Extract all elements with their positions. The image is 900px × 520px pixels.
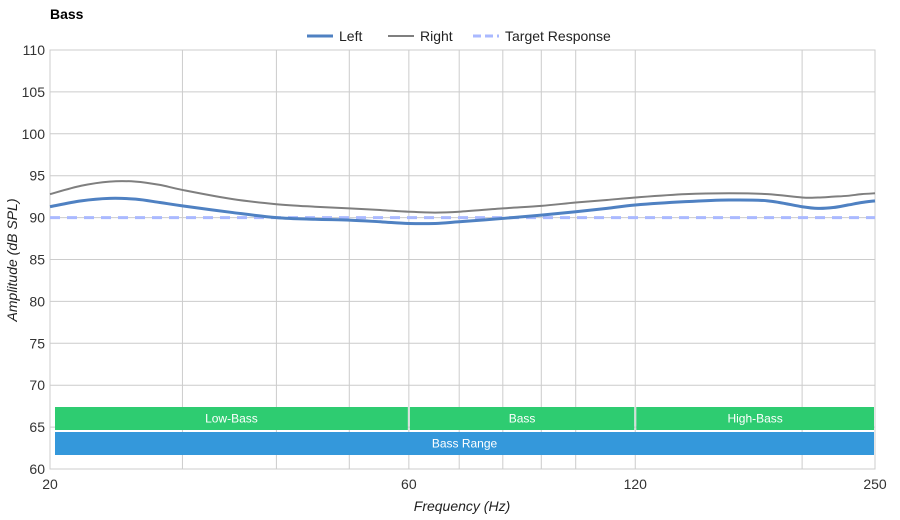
frequency-band bbox=[55, 407, 408, 430]
x-axis-label: Frequency (Hz) bbox=[414, 498, 510, 514]
x-tick-label: 120 bbox=[624, 476, 648, 492]
legend-label-right: Right bbox=[420, 28, 453, 44]
band-label: Bass Range bbox=[432, 437, 498, 451]
frequency-band bbox=[636, 407, 874, 430]
x-tick-label: 60 bbox=[401, 476, 417, 492]
plot-border bbox=[49, 49, 876, 470]
legend: Left Right Target Response bbox=[307, 28, 611, 44]
frequency-bands: Low-Bass Bass High-Bass Bass Range bbox=[55, 407, 874, 455]
y-tick-label: 80 bbox=[29, 293, 45, 309]
series-line-right bbox=[49, 180, 876, 214]
y-tick-label: 100 bbox=[22, 126, 46, 142]
chart-title: Bass bbox=[50, 6, 84, 22]
y-tick-label: 95 bbox=[29, 168, 45, 184]
series-line-left bbox=[49, 196, 876, 226]
grid bbox=[49, 49, 876, 470]
series-lines bbox=[49, 180, 876, 226]
y-tick-label: 65 bbox=[29, 419, 45, 435]
band-label: Low-Bass bbox=[205, 412, 258, 426]
legend-label-target-response: Target Response bbox=[505, 28, 611, 44]
y-tick-label: 110 bbox=[23, 42, 46, 58]
x-tick-label: 20 bbox=[42, 476, 58, 492]
band-label: Bass bbox=[509, 412, 536, 426]
legend-label-left: Left bbox=[339, 28, 362, 44]
y-tick-label: 70 bbox=[29, 377, 45, 393]
y-axis-label: Amplitude (dB SPL) bbox=[4, 199, 20, 323]
y-tick-label: 75 bbox=[29, 335, 45, 351]
band-label: High-Bass bbox=[727, 412, 782, 426]
frequency-band bbox=[409, 407, 635, 430]
y-tick-label: 105 bbox=[22, 84, 46, 100]
y-tick-label: 90 bbox=[29, 210, 45, 226]
x-tick-label: 250 bbox=[863, 476, 887, 492]
y-tick-label: 85 bbox=[29, 252, 45, 268]
frequency-band bbox=[55, 432, 874, 455]
y-tick-label: 60 bbox=[29, 461, 45, 477]
